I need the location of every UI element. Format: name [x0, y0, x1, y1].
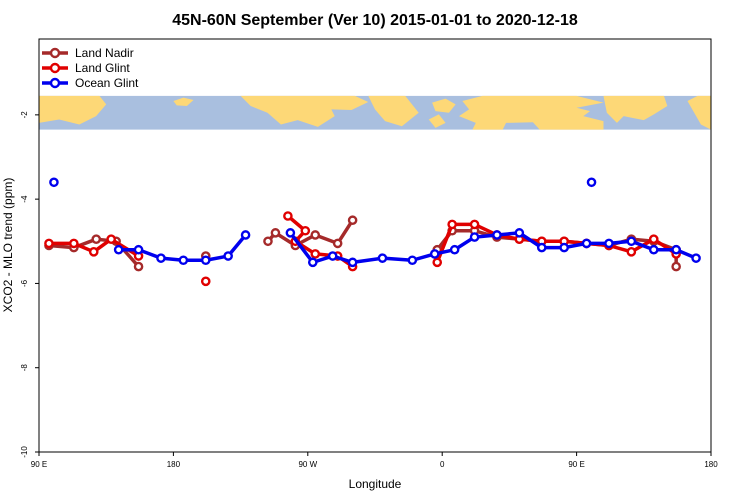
x-tick-label: 180 [167, 460, 181, 469]
world-map-strip [39, 95, 711, 130]
data-point-land-glint [447, 219, 457, 230]
data-point-ocean-glint [377, 253, 388, 263]
map-land [459, 95, 604, 130]
data-point-land-glint [283, 211, 293, 221]
data-point-ocean-glint [469, 232, 480, 242]
x-axis: 90 E 180 90 W 0 90 E 180 [31, 452, 718, 469]
x-tick-label: 180 [704, 460, 718, 469]
x-tick-label: 90 E [31, 460, 47, 469]
legend-label-ocean-glint: Ocean Glint [75, 76, 139, 90]
data-point-land-glint [44, 238, 54, 249]
data-point-land-glint [469, 219, 480, 230]
map-land [428, 114, 446, 128]
data-point-land-glint [300, 225, 311, 236]
series-land-glint [44, 211, 681, 287]
data-point-ocean-glint [514, 228, 525, 238]
y-tick-label: -4 [20, 195, 29, 203]
data-point-ocean-glint [492, 230, 502, 240]
chart-title: 45N-60N September (Ver 10) 2015-01-01 to… [172, 12, 578, 29]
data-point-ocean-glint [200, 255, 211, 266]
x-tick-label: 90 E [568, 460, 584, 469]
data-point-ocean-glint [113, 244, 124, 255]
map-land [368, 95, 419, 127]
plot-frame [38, 38, 712, 453]
data-point-ocean-glint [156, 253, 166, 263]
data-point-land-glint [88, 247, 99, 257]
data-point-ocean-glint [285, 228, 296, 238]
y-axis-label: XCO2 - MLO trend (ppm) [1, 178, 15, 313]
legend-label-land-nadir: Land Nadir [75, 46, 134, 60]
data-point-ocean-glint [429, 249, 440, 259]
data-point-ocean-glint [133, 244, 144, 255]
data-point-land-glint [432, 257, 443, 268]
data-point-ocean-glint [449, 244, 460, 255]
y-tick-label: -8 [20, 364, 29, 372]
data-point-ocean-glint [327, 251, 338, 261]
map-land [240, 95, 369, 127]
data-point-land-glint [648, 234, 659, 244]
data-point-land-nadir [310, 230, 321, 240]
legend-label-land-glint: Land Glint [75, 61, 130, 75]
x-tick-label: 90 W [298, 460, 317, 469]
map-land [432, 98, 456, 113]
data-point-land-nadir [347, 215, 358, 226]
data-point-land-glint [310, 249, 321, 259]
data-point-ocean-glint [691, 253, 701, 263]
data-point-land-nadir [133, 261, 144, 272]
y-tick-label: -6 [20, 279, 29, 287]
data-point-ocean-glint [626, 236, 637, 247]
data-point-ocean-glint [407, 255, 418, 266]
y-axis: -2 -4 -6 -8 -10 [20, 111, 39, 458]
data-point-ocean-glint [648, 244, 659, 255]
map-land [687, 95, 711, 130]
data-point-ocean-glint [240, 230, 251, 240]
legend-marker-ocean-glint [49, 77, 61, 89]
data-point-ocean-glint [581, 238, 592, 249]
series-ocean-glint [49, 177, 701, 268]
data-point-ocean-glint [604, 238, 614, 249]
data-point-land-glint [69, 238, 79, 249]
x-tick-label: 0 [440, 460, 445, 469]
data-point-land-glint [200, 276, 211, 287]
data-point-ocean-glint [49, 177, 59, 188]
data-point-land-nadir [270, 228, 281, 238]
data-point-land-nadir [671, 261, 681, 272]
data-point-ocean-glint [223, 251, 233, 261]
y-tick-label: -10 [20, 446, 29, 458]
data-point-land-nadir [332, 238, 343, 249]
x-axis-label: Longitude [349, 477, 402, 491]
data-point-land-nadir [91, 234, 102, 244]
data-point-ocean-glint [178, 255, 189, 266]
map-land [39, 95, 107, 125]
y-tick-label: -2 [20, 111, 29, 119]
data-point-ocean-glint [307, 257, 318, 268]
data-point-land-glint [106, 234, 116, 244]
series-layer [44, 177, 701, 287]
data-point-ocean-glint [347, 257, 358, 268]
legend-marker-land-glint [49, 62, 61, 74]
data-point-ocean-glint [671, 244, 681, 255]
legend-marker-land-nadir [49, 47, 61, 59]
data-point-land-glint [626, 247, 637, 257]
data-point-land-nadir [263, 236, 273, 247]
data-point-ocean-glint [559, 242, 569, 253]
data-point-ocean-glint [536, 242, 547, 253]
data-point-ocean-glint [586, 177, 597, 188]
map-land [603, 95, 668, 123]
map-land [173, 97, 194, 107]
